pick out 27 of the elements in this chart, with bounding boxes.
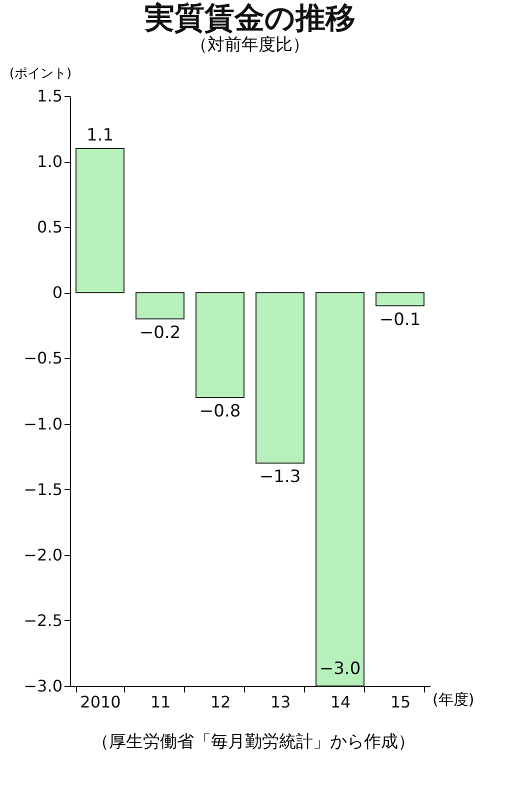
y-tick-label: −3.0 [24,676,62,696]
chart-title: 実質賃金の推移 [144,1,356,36]
y-axis-title: (ポイント) [9,66,72,82]
y-tick-label: 0.5 [37,218,62,237]
y-tick-label: −1.0 [24,414,62,434]
y-tick-label: 1.5 [37,86,62,106]
y-tick-label: −2.5 [24,610,62,630]
chart-subtitle: （対前年度比） [190,35,310,55]
y-tick-label: 1.0 [37,152,62,172]
x-tick-label: 13 [270,692,291,712]
y-tick-label: −2.0 [24,545,62,564]
y-tick-label: −0.5 [24,348,62,368]
y-tick-label: 0 [52,283,62,302]
x-tick-label: 14 [330,692,351,712]
x-axis-title: (年度) [432,690,474,708]
data-label: −3.0 [319,659,361,679]
x-tick-label: 11 [150,692,171,712]
data-label: −1.3 [259,467,301,488]
data-label: −0.8 [199,402,241,422]
data-label: −0.1 [379,310,421,330]
y-tick-label: −1.5 [24,480,62,499]
text: （厚生労働省「毎月勤労統計」から作成） [91,731,416,753]
x-tick-label: 2010 [80,692,121,712]
data-label: 1.1 [86,125,114,146]
x-tick-label: 12 [210,692,231,712]
data-label: −0.2 [139,322,181,343]
x-tick-label: 15 [390,692,411,712]
